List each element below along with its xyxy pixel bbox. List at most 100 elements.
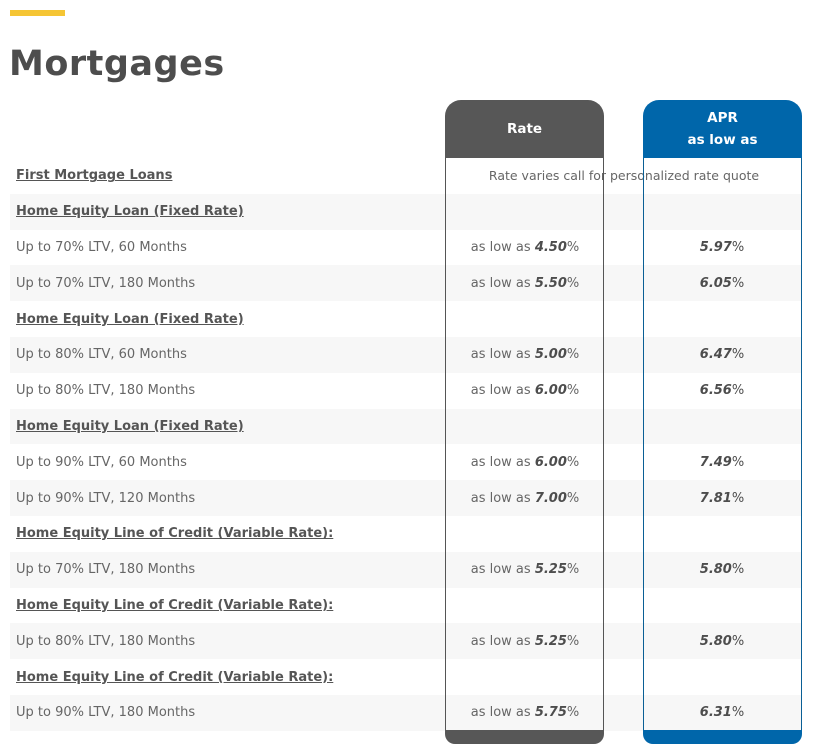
rate-number: 6.00	[534, 383, 567, 399]
apr-header-sublabel: as low as	[687, 132, 758, 148]
apr-value: 5.80%	[643, 634, 801, 649]
rate-number: 4.50	[534, 239, 567, 255]
section-row: Home Equity Loan (Fixed Rate)	[10, 193, 802, 230]
loan-term-label: Up to 90% LTV, 60 Months	[16, 454, 187, 470]
rate-column-footer	[445, 730, 604, 744]
section-link[interactable]: First Mortgage Loans	[16, 168, 173, 184]
rate-value: as low as 6.00%	[446, 383, 604, 398]
percent-sign: %	[566, 490, 580, 506]
section-link[interactable]: Home Equity Loan (Fixed Rate)	[16, 204, 244, 220]
apr-number: 6.56	[699, 383, 732, 399]
apr-column-header: APR as low as	[643, 100, 802, 158]
loan-term-label: Up to 70% LTV, 180 Months	[16, 275, 196, 291]
loan-term-label: Up to 80% LTV, 60 Months	[16, 347, 187, 363]
apr-value: 5.97%	[643, 240, 801, 255]
rate-prefix: as low as	[470, 454, 531, 470]
section-row: Home Equity Loan (Fixed Rate)	[10, 408, 802, 445]
table-row: Up to 80% LTV, 180 Months as low as 5.25%…	[10, 623, 802, 660]
section-row: First Mortgage Loans Rate varies call for…	[10, 158, 802, 194]
table-row: Up to 70% LTV, 60 Months as low as 4.50% 5…	[10, 230, 802, 266]
rate-number: 5.00	[534, 347, 567, 363]
accent-bar	[10, 10, 65, 16]
rate-value: as low as 5.25%	[446, 634, 604, 649]
loan-term-label: Up to 70% LTV, 180 Months	[16, 562, 196, 578]
rate-prefix: as low as	[470, 705, 531, 721]
apr-value: 7.81%	[643, 491, 801, 506]
apr-number: 7.81	[699, 490, 732, 506]
apr-value: 5.80%	[643, 562, 801, 577]
apr-number: 5.97	[699, 239, 732, 255]
percent-sign: %	[731, 490, 745, 506]
apr-value: 6.05%	[643, 276, 801, 291]
percent-sign: %	[566, 275, 580, 291]
section-link[interactable]: Home Equity Line of Credit (Variable Rat…	[16, 597, 334, 613]
rate-prefix: as low as	[470, 490, 531, 506]
percent-sign: %	[731, 454, 745, 470]
table-row: Up to 80% LTV, 180 Months as low as 6.00%…	[10, 373, 802, 409]
section-link[interactable]: Home Equity Loan (Fixed Rate)	[16, 418, 244, 434]
apr-value: 7.49%	[643, 455, 801, 470]
rate-prefix: as low as	[470, 275, 531, 291]
loan-term-label: Up to 90% LTV, 180 Months	[16, 705, 196, 721]
percent-sign: %	[731, 633, 745, 649]
table-row: Up to 90% LTV, 120 Months as low as 7.00%…	[10, 480, 802, 516]
apr-header-label: APR	[707, 110, 738, 126]
section-link[interactable]: Home Equity Loan (Fixed Rate)	[16, 311, 244, 327]
percent-sign: %	[566, 347, 580, 363]
rate-value: as low as 4.50%	[446, 240, 604, 255]
rate-value: as low as 5.75%	[446, 705, 604, 720]
percent-sign: %	[731, 239, 745, 255]
section-row: Home Equity Line of Credit (Variable Rat…	[10, 659, 802, 695]
loan-term-label: Up to 70% LTV, 60 Months	[16, 239, 187, 255]
loan-term-label: Up to 90% LTV, 120 Months	[16, 490, 196, 506]
rate-value: as low as 6.00%	[446, 455, 604, 470]
percent-sign: %	[731, 562, 745, 578]
apr-value: 6.47%	[643, 347, 801, 362]
rate-value: as low as 5.50%	[446, 276, 604, 291]
rate-number: 5.25	[534, 633, 567, 649]
rate-prefix: as low as	[470, 383, 531, 399]
rate-column-frame	[445, 158, 604, 730]
percent-sign: %	[566, 633, 580, 649]
rate-value: as low as 5.00%	[446, 347, 604, 362]
apr-number: 6.47	[699, 347, 732, 363]
table-row: Up to 70% LTV, 180 Months as low as 5.50%…	[10, 265, 802, 302]
percent-sign: %	[731, 383, 745, 399]
percent-sign: %	[731, 705, 745, 721]
rate-column-header: Rate	[445, 100, 604, 158]
rate-note: Rate varies call for personalized rate q…	[446, 158, 802, 194]
rate-number: 5.50	[534, 275, 567, 291]
percent-sign: %	[566, 383, 580, 399]
percent-sign: %	[566, 705, 580, 721]
rate-header-label: Rate	[506, 121, 543, 137]
percent-sign: %	[566, 239, 580, 255]
rate-prefix: as low as	[470, 239, 531, 255]
section-link[interactable]: Home Equity Line of Credit (Variable Rat…	[16, 526, 334, 542]
loan-term-label: Up to 80% LTV, 180 Months	[16, 633, 196, 649]
rate-prefix: as low as	[470, 347, 531, 363]
percent-sign: %	[731, 275, 745, 291]
table-row: Up to 80% LTV, 60 Months as low as 5.00% 6…	[10, 336, 802, 373]
table-row: Up to 90% LTV, 180 Months as low as 5.75%…	[10, 694, 802, 731]
rates-table: First Mortgage Loans Rate varies call for…	[10, 158, 802, 731]
page-title: Mortgages	[9, 44, 225, 84]
apr-column-footer	[643, 730, 802, 744]
apr-number: 5.80	[699, 562, 732, 578]
section-link[interactable]: Home Equity Line of Credit (Variable Rat…	[16, 669, 334, 685]
rate-value: as low as 7.00%	[446, 491, 604, 506]
apr-number: 7.49	[699, 454, 732, 470]
section-row: Home Equity Line of Credit (Variable Rat…	[10, 588, 802, 624]
apr-number: 6.05	[699, 275, 732, 291]
percent-sign: %	[566, 562, 580, 578]
rate-number: 6.00	[534, 454, 567, 470]
rate-prefix: as low as	[470, 562, 531, 578]
apr-value: 6.56%	[643, 383, 801, 398]
section-row: Home Equity Loan (Fixed Rate)	[10, 301, 802, 337]
rate-number: 7.00	[534, 490, 567, 506]
loan-term-label: Up to 80% LTV, 180 Months	[16, 383, 196, 399]
rate-number: 5.75	[534, 705, 567, 721]
apr-value: 6.31%	[643, 705, 801, 720]
table-row: Up to 70% LTV, 180 Months as low as 5.25%…	[10, 551, 802, 588]
rate-number: 5.25	[534, 562, 567, 578]
table-row: Up to 90% LTV, 60 Months as low as 6.00% 7…	[10, 444, 802, 480]
